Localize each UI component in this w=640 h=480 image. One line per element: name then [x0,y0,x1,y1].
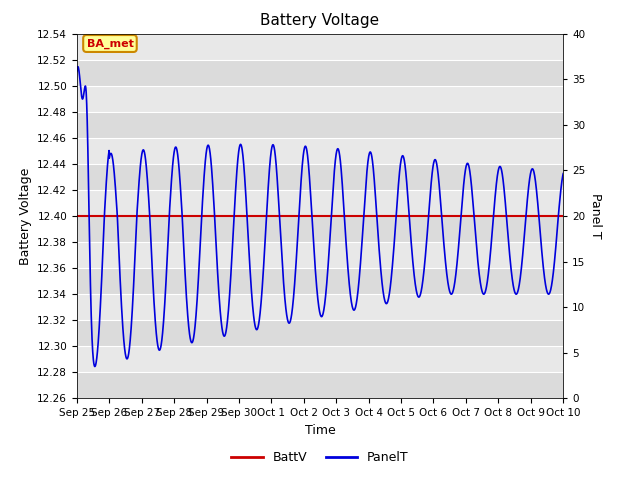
Y-axis label: Battery Voltage: Battery Voltage [19,168,31,264]
Bar [77,60,563,86]
Legend: BattV, PanelT: BattV, PanelT [227,446,413,469]
X-axis label: Time: Time [305,424,335,437]
Bar [77,346,563,372]
Bar [77,138,563,164]
Bar [77,112,563,138]
Bar [77,164,563,190]
Title: Battery Voltage: Battery Voltage [260,13,380,28]
Bar [77,320,563,346]
Y-axis label: Panel T: Panel T [589,193,602,239]
Bar [77,190,563,216]
Bar [77,294,563,320]
Bar [77,268,563,294]
Text: BA_met: BA_met [86,38,133,48]
Bar [77,216,563,242]
Bar [77,34,563,60]
Bar [77,372,563,398]
Bar [77,86,563,112]
Bar [77,242,563,268]
